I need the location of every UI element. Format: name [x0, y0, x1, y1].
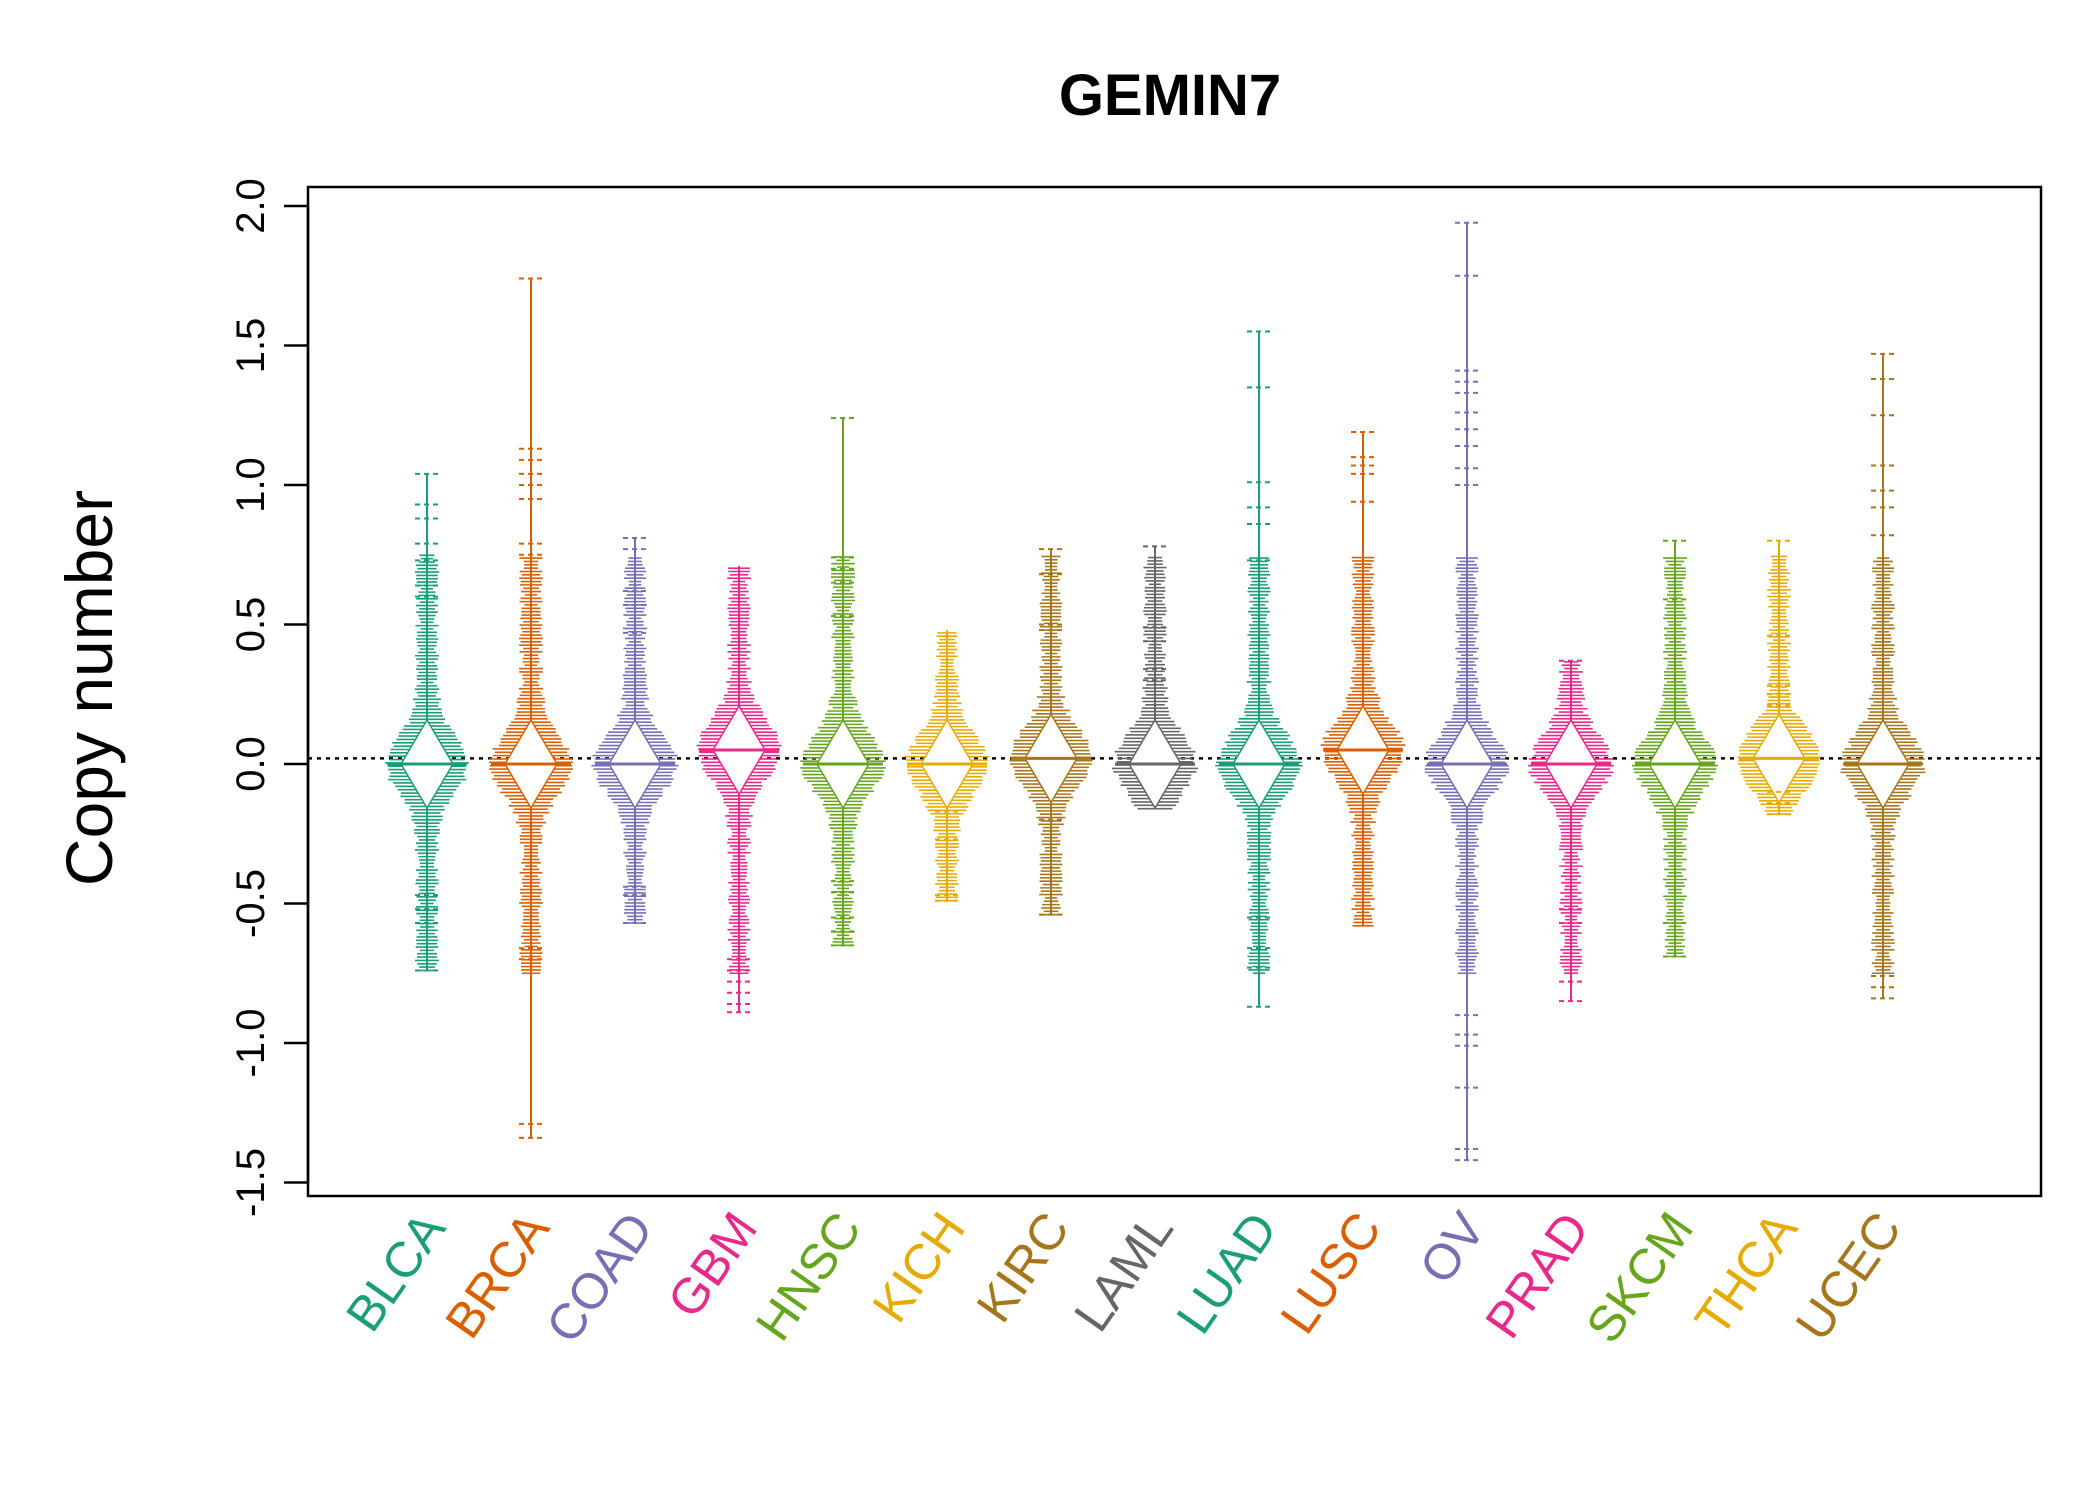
y-tick-label: 1.0	[229, 457, 273, 513]
y-tick-label: -0.5	[229, 869, 273, 938]
bean-prad	[1528, 659, 1614, 1003]
category-label-ov: OV	[1409, 1202, 1497, 1294]
category-label-blca: BLCA	[335, 1202, 456, 1342]
y-tick-label: 0.0	[229, 736, 273, 792]
category-label-skcm: SKCM	[1575, 1202, 1704, 1352]
y-tick-label: -1.0	[229, 1009, 273, 1078]
category-label-thca: THCA	[1684, 1202, 1808, 1346]
bean-laml	[1111, 545, 1199, 810]
bean-hnsc	[800, 417, 886, 947]
category-label-prad: PRAD	[1474, 1202, 1600, 1348]
y-tick-label: 1.5	[229, 318, 273, 374]
bean-thca	[1737, 539, 1821, 816]
plot-area	[308, 221, 2041, 1162]
y-tick-label: 0.5	[229, 597, 273, 653]
bean-blca	[385, 472, 469, 972]
bean-kich	[904, 630, 990, 902]
chart-title: GEMIN7	[1059, 63, 1281, 128]
category-label-kirc: KIRC	[966, 1202, 1080, 1332]
bean-lusc	[1320, 430, 1406, 927]
category-label-ucec: UCEC	[1785, 1202, 1912, 1350]
bean-coad	[591, 537, 679, 925]
category-label-coad: COAD	[535, 1202, 664, 1352]
y-axis: 2.0 1.5 1.0 0.5 0.0 -0.5 -1.0 -1.5	[229, 178, 310, 1217]
category-label-kich: KICH	[862, 1202, 976, 1332]
category-label-lusc: LUSC	[1270, 1202, 1392, 1343]
y-tick-label: 2.0	[229, 178, 273, 234]
category-label-luad: LUAD	[1166, 1202, 1288, 1343]
category-label-brca: BRCA	[434, 1202, 560, 1348]
bean-brca	[488, 277, 574, 1139]
y-axis-label: Copy number	[52, 490, 126, 886]
bean-gbm	[696, 565, 782, 1014]
category-label-hnsc: HNSC	[745, 1202, 872, 1350]
bean-luad	[1215, 330, 1303, 1008]
bean-ov	[1424, 221, 1510, 1162]
bean-ucec	[1840, 352, 1926, 1000]
bean-skcm	[1631, 539, 1719, 958]
category-label-laml: LAML	[1063, 1202, 1184, 1341]
bean-kirc	[1009, 548, 1093, 916]
y-tick-label: -1.5	[229, 1148, 273, 1217]
plot-frame	[306, 185, 2043, 1198]
